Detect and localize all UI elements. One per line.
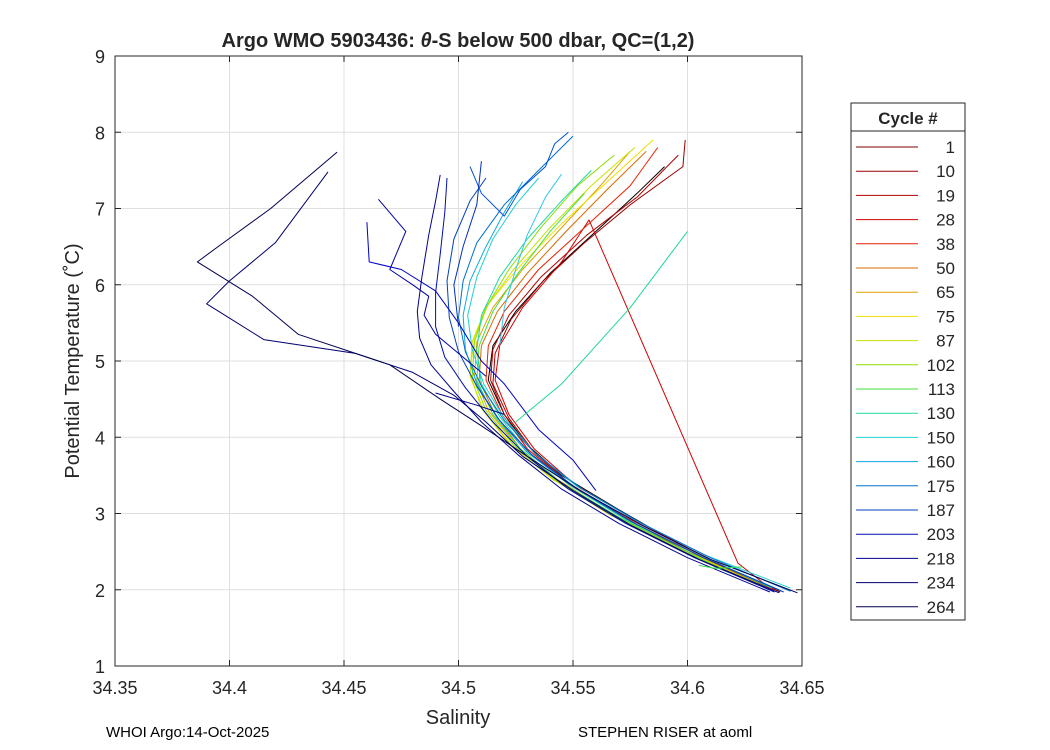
legend: Cycle # 1 10 19 28 38 50 65 75 87 102 113 130 150 160…	[850, 102, 966, 621]
y-tick-label: 5	[95, 352, 105, 372]
series-line-175b	[469, 131, 569, 217]
legend-label: 87	[936, 332, 955, 351]
x-tick-label: 34.6	[670, 678, 705, 698]
axis-ticks: 34.35 34.4 34.45 34.5 34.55 34.6 34.65 1 2 3 4 5 6 7 8…	[92, 47, 824, 698]
legend-label: 264	[927, 598, 955, 617]
x-tick-label: 34.5	[441, 678, 476, 698]
series-line-218	[416, 174, 771, 593]
legend-label: 28	[936, 211, 955, 230]
legend-label: 1	[946, 138, 955, 157]
y-tick-label: 9	[95, 47, 105, 67]
x-axis-label: Salinity	[426, 707, 490, 729]
legend-label: 75	[936, 307, 955, 326]
chart-title: Argo WMO 5903436: θ-S below 500 dbar, QC…	[222, 30, 695, 52]
legend-label: 50	[936, 259, 955, 278]
y-tick-label: 4	[95, 428, 105, 448]
series-line-130b	[515, 231, 688, 423]
legend-label: 113	[928, 380, 955, 399]
legend-label: 160	[927, 453, 955, 472]
legend-items: 1 10 19 28 38 50 65 75 87 102 113 130 150 160 175 187 20…	[856, 138, 955, 617]
x-tick-label: 34.65	[779, 678, 824, 698]
footer-right-credit: STEPHEN RISER at aoml	[578, 724, 753, 741]
series-line-187	[446, 177, 784, 593]
x-tick-label: 34.4	[212, 678, 247, 698]
grid-lines	[115, 56, 802, 666]
series-line-113b	[698, 564, 743, 569]
y-tick-label: 2	[95, 581, 105, 601]
series-line-38	[485, 147, 773, 591]
legend-label: 218	[927, 549, 955, 568]
y-axis-label: Potential Temperature (˚C)	[62, 243, 84, 478]
legend-label: 150	[927, 428, 955, 447]
y-tick-label: 1	[95, 657, 105, 677]
series-line-203	[435, 177, 775, 593]
legend-label: 10	[936, 162, 955, 181]
legend-title: Cycle #	[878, 109, 938, 128]
series-line-150b	[499, 173, 563, 346]
series-line-264	[196, 151, 798, 594]
y-tick-label: 3	[95, 505, 105, 525]
footer-left-credit: WHOI Argo:14-Oct-2025	[106, 724, 270, 741]
series-line-130	[476, 170, 773, 589]
series-line-234	[206, 171, 780, 594]
legend-label: 65	[936, 283, 955, 302]
legend-label: 38	[936, 235, 955, 254]
legend-label: 203	[927, 525, 955, 544]
series-line-264b	[435, 392, 505, 415]
series-line-113	[476, 192, 766, 588]
x-tick-label: 34.35	[92, 678, 137, 698]
series-line-187c	[453, 161, 482, 327]
legend-label: 234	[927, 574, 955, 593]
legend-label: 19	[936, 186, 955, 205]
series-layer	[196, 131, 798, 594]
legend-label: 130	[927, 404, 955, 423]
series-line-187b	[366, 222, 597, 491]
y-tick-label: 7	[95, 200, 105, 220]
legend-label: 187	[927, 501, 955, 520]
series-line-203b	[378, 198, 487, 377]
y-tick-label: 6	[95, 276, 105, 296]
series-line-28	[494, 219, 771, 589]
legend-label: 175	[927, 477, 955, 496]
legend-label: 102	[927, 356, 955, 375]
x-tick-label: 34.55	[550, 678, 595, 698]
y-tick-label: 8	[95, 123, 105, 143]
x-tick-label: 34.45	[321, 678, 366, 698]
